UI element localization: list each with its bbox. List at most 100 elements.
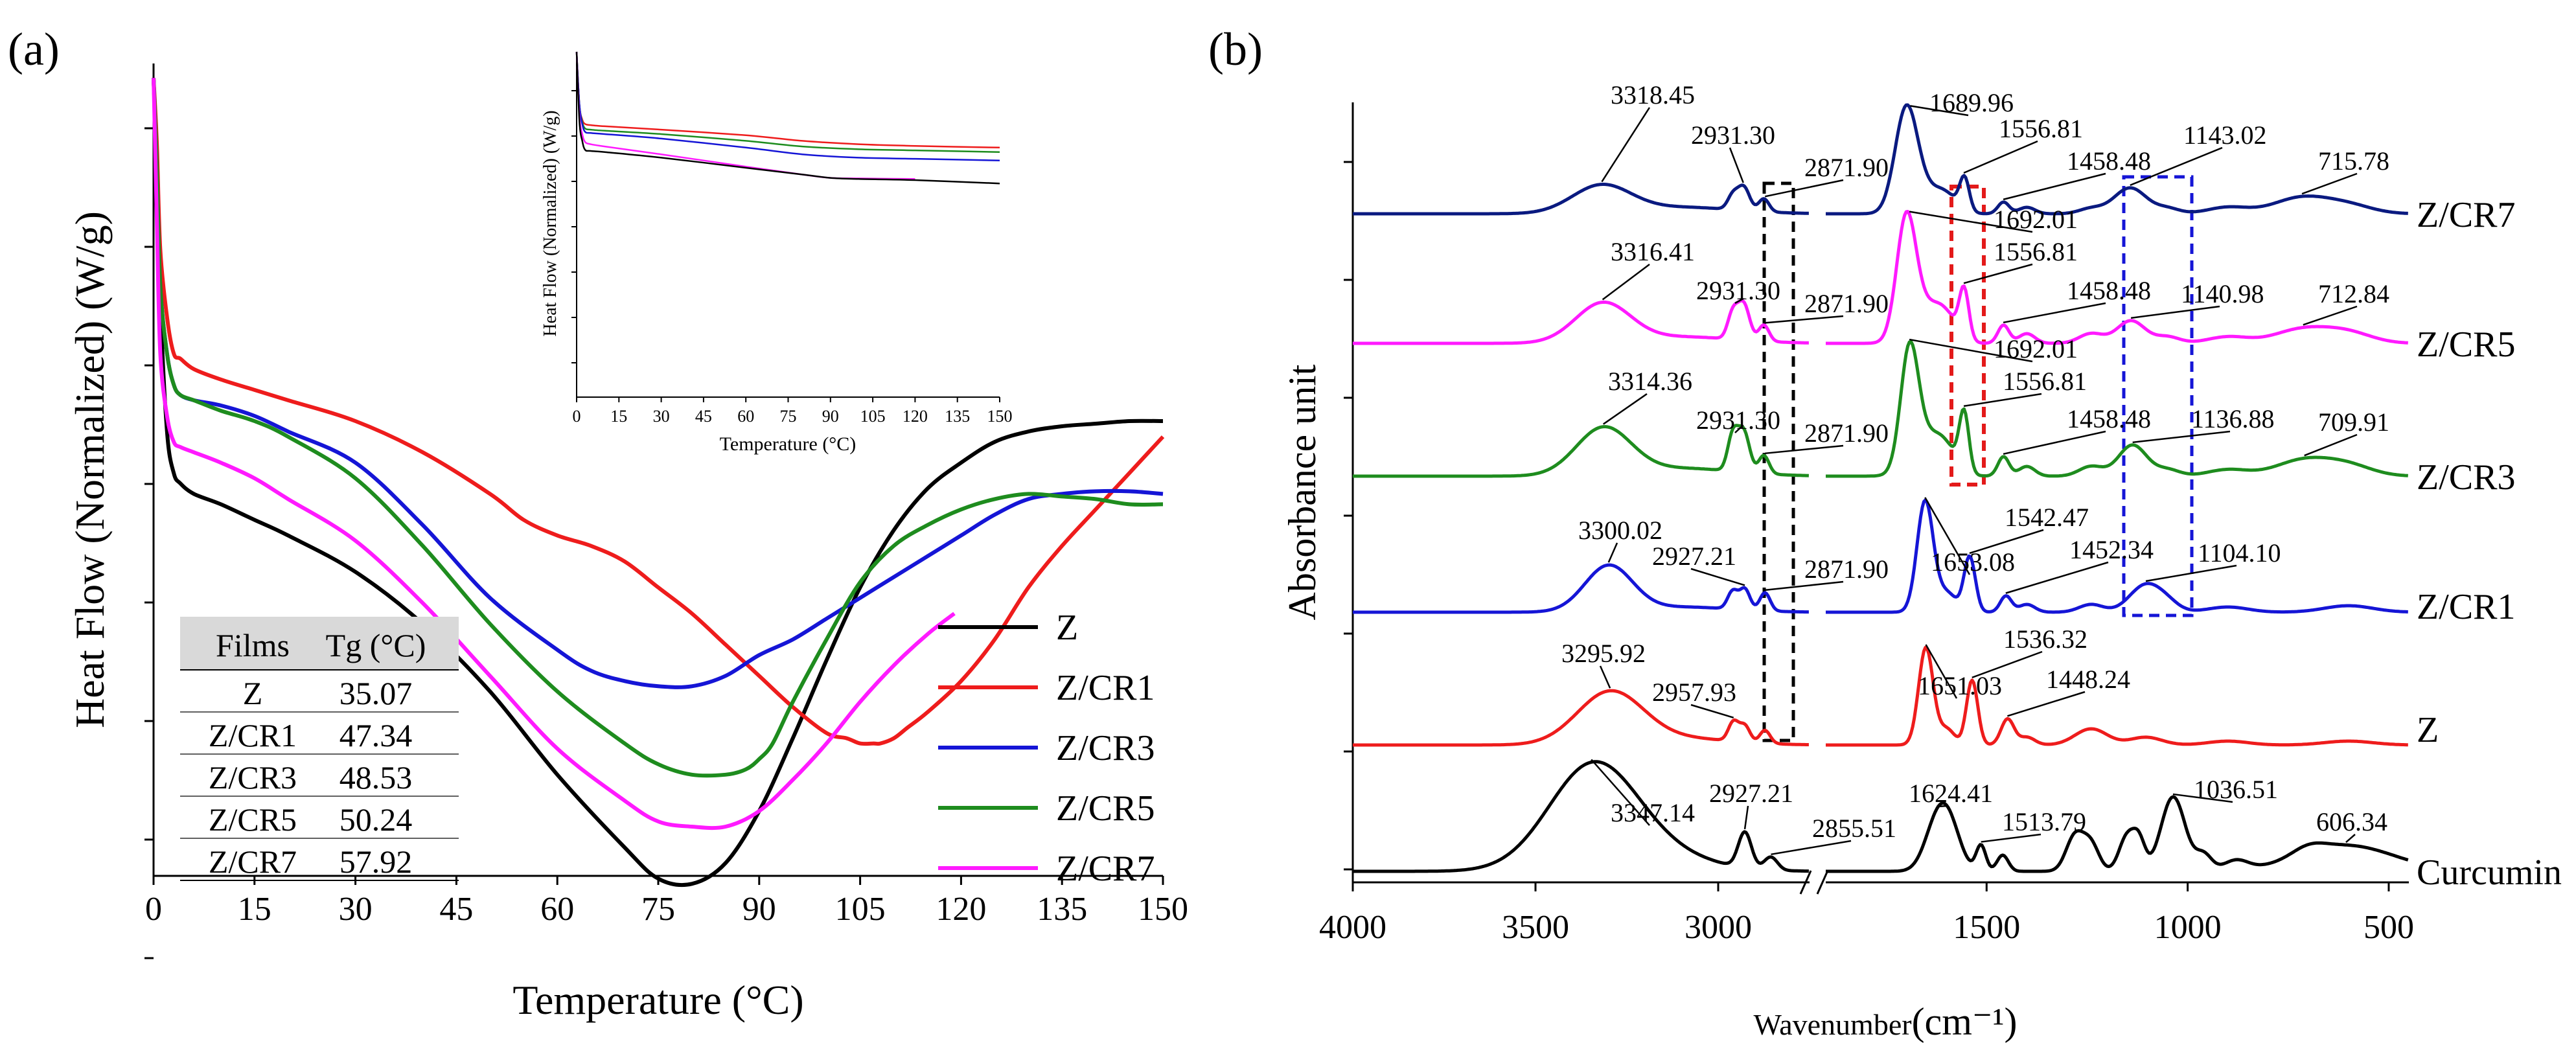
box-1690-region [1949,185,1986,487]
peak-leader-line [1924,497,1971,575]
peak-leader-line [2345,834,2356,843]
peak-leader-line [1925,644,1958,699]
inset-x-ticks: 0 15 30 45 60 75 90 105 120 135 150 [573,397,1013,426]
panel-a-x-axis-title: Temperature (°C) [512,977,803,1023]
tg-table-film: Z/CR1 [209,717,297,753]
peak-label-curcumin: 1624.41 [1909,779,1993,808]
peak-label-z-cr5: 712.84 [2318,279,2389,308]
inset-x-tick-label: 135 [945,407,970,426]
panel-b-y-ticks [1344,161,1353,871]
peak-leader-line [2172,793,2233,803]
peak-leader-line [2145,564,2237,582]
peak-label-curcumin: 2855.51 [1812,814,1896,843]
panel-b-y-axis-title: Absorbance unit [1281,364,1324,620]
peak-leader-line [1591,759,1650,826]
legend-label-z-cr1: Z/CR1 [1056,668,1155,708]
peak-label-z-cr7: 1458.48 [2067,146,2151,176]
peak-leader-line [1972,650,2043,679]
peak-leader-line [2003,172,2106,201]
peak-leader-line [1743,805,1749,830]
panel-a-x-tick-label: 135 [1037,891,1087,928]
peak-leader-line [1690,567,1745,586]
peak-leader-line [2003,302,2106,324]
peak-label-z: 1448.24 [2046,665,2130,694]
spectrum-z-cr3 [1352,339,2408,478]
inset-x-tick-label: 75 [780,407,797,426]
peak-label-z-cr7: 2931.30 [1691,120,1775,150]
peak-label-z-cr1: 1452.34 [2069,535,2154,564]
peak-leader-line [1909,211,2033,233]
inset-x-tick-label: 15 [610,407,627,426]
peak-label-z-cr7: 715.78 [2318,146,2389,176]
legend-label-z-cr5: Z/CR5 [1056,788,1155,829]
panel-a-x-tick-label: 0 [145,891,162,928]
box-2900-region [1762,181,1795,742]
peak-leader-line [1936,805,1948,808]
peak-label-z: 3295.92 [1561,639,1646,668]
peak-label-z-cr5: 1692.01 [1994,205,2078,234]
tg-table-header-tg: Tg (°C) [326,627,426,663]
peak-label-z-cr3: 2871.90 [1804,418,1889,448]
peak-leader-line [2130,146,2223,187]
peak-label-z-cr5: 1458.48 [2067,276,2151,305]
panel-b-axis-break [1799,870,1829,895]
peak-label-z-cr7: 1689.96 [1929,88,2014,117]
tg-table-rows: Z 35.07 Z/CR1 47.34 Z/CR3 48.53 Z/CR5 50.24 Z/CR… [180,675,459,881]
spectrum-z-cr7 [1352,103,2408,216]
peak-label-z-cr1: 2871.90 [1804,555,1889,584]
peak-leader-line [1734,297,1744,304]
panel-b-x-tick-label: 3000 [1685,909,1752,946]
peak-leader-line [2301,172,2358,195]
inset-curves [575,51,1000,185]
inset-y-ticks [571,90,577,363]
panel-a-label: (a) [8,23,60,75]
peak-leader-line [1765,315,1844,324]
inset-chart: 0 15 30 45 60 75 90 105 120 135 150 Temperature (°… [540,51,1013,455]
inset-curve-z-cr3 [575,51,1000,161]
peak-leader-line [1607,542,1618,563]
legend-label-z: Z [1056,608,1078,648]
peak-leader-line [1765,580,1844,591]
inset-x-tick-label: 120 [903,407,928,426]
panel-b: (b) 4000 3500 3000 1500 1000 500 Wavenumber(c… [1208,23,2562,1043]
spectrum-label-z-cr1: Z/CR1 [2417,587,2515,627]
peak-leader-line [1963,263,2033,284]
peak-label-curcumin: 1513.79 [2002,807,2086,836]
panel-b-label: (b) [1208,23,1263,75]
panel-a-curve-z-cr5 [152,78,1164,778]
peak-label-z-cr5: 1556.81 [1994,237,2078,266]
panel-b-series-labels: Z/CR7 Z/CR5 Z/CR3 Z/CR1 Z Curcumin [2417,195,2562,893]
peak-leader-line [1601,107,1651,183]
peak-label-curcumin: 606.34 [2316,807,2387,836]
panel-a-curve-z-cr1 [152,78,1165,746]
inset-curve-z [575,51,1000,185]
spectrum-label-z-cr7: Z/CR7 [2417,195,2515,235]
panel-a-curves [152,78,1165,888]
peak-label-z-cr7: 1143.02 [2183,120,2267,150]
tg-table: Films Tg (°C) Z 35.07 Z/CR1 47.34 Z/CR3 48.53… [180,617,459,881]
inset-x-tick-label: 0 [573,407,581,426]
panel-a-legend: Z Z/CR1 Z/CR3 Z/CR5 Z/CR7 [938,608,1155,889]
peak-label-z-cr5: 1140.98 [2181,279,2264,308]
peak-label-z-cr1: 3300.02 [1578,516,1662,545]
peak-leader-line [1602,264,1650,301]
spectrum-label-z-cr3: Z/CR3 [2417,457,2515,498]
panel-a-x-tick-label: 105 [835,891,886,928]
peak-label-z-cr1: 2927.21 [1652,542,1736,571]
peak-leader-line [1729,147,1744,183]
panel-a-x-tick-label: 15 [238,891,271,928]
spectrum-z-cr1 [1352,498,2408,614]
inset-x-tick-label: 30 [653,407,670,426]
spectrum-label-z: Z [2417,710,2439,750]
peak-leader-line [2130,305,2220,319]
panel-a-x-tick-label: 30 [339,891,373,928]
peak-label-z-cr7: 1556.81 [1999,114,2083,143]
peak-label-z-cr7: 3318.45 [1611,80,1695,109]
inset-x-tick-label: 105 [860,407,886,426]
inset-x-tick-label: 150 [987,407,1013,426]
panel-b-x-ticks: 4000 3500 3000 1500 1000 500 [1319,882,2414,946]
panel-a-curve-z-cr7 [152,78,956,831]
legend-label-z-cr3: Z/CR3 [1056,728,1155,768]
panel-a-x-tick-label: 90 [742,891,776,928]
tg-table-film: Z/CR7 [209,843,297,880]
